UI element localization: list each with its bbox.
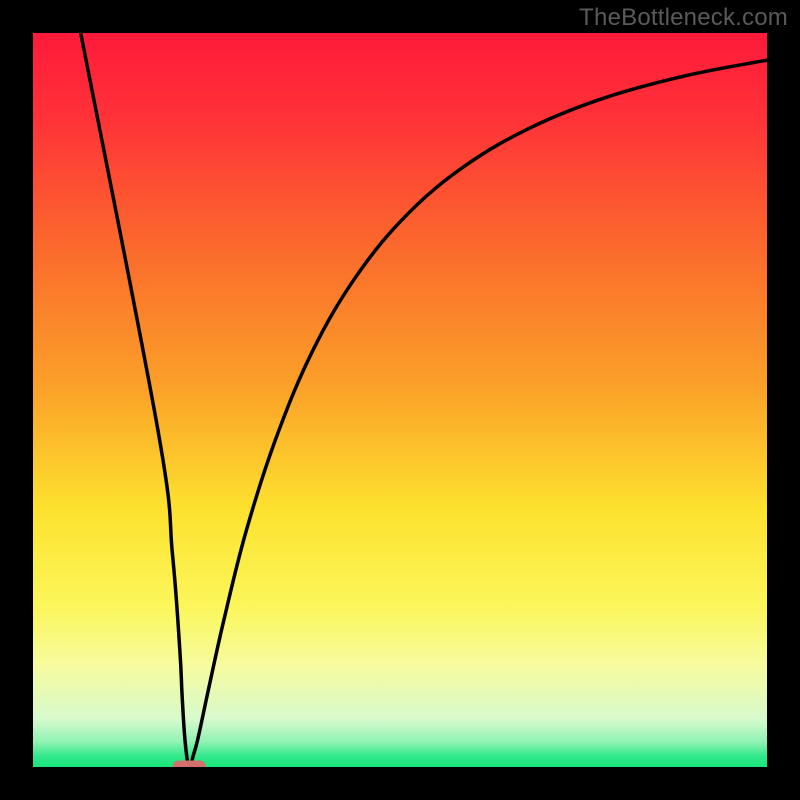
- chart-container: TheBottleneck.com: [0, 0, 800, 800]
- watermark-text: TheBottleneck.com: [579, 4, 788, 32]
- plot-background: [33, 33, 767, 767]
- bottleneck-curve-chart: [0, 0, 800, 800]
